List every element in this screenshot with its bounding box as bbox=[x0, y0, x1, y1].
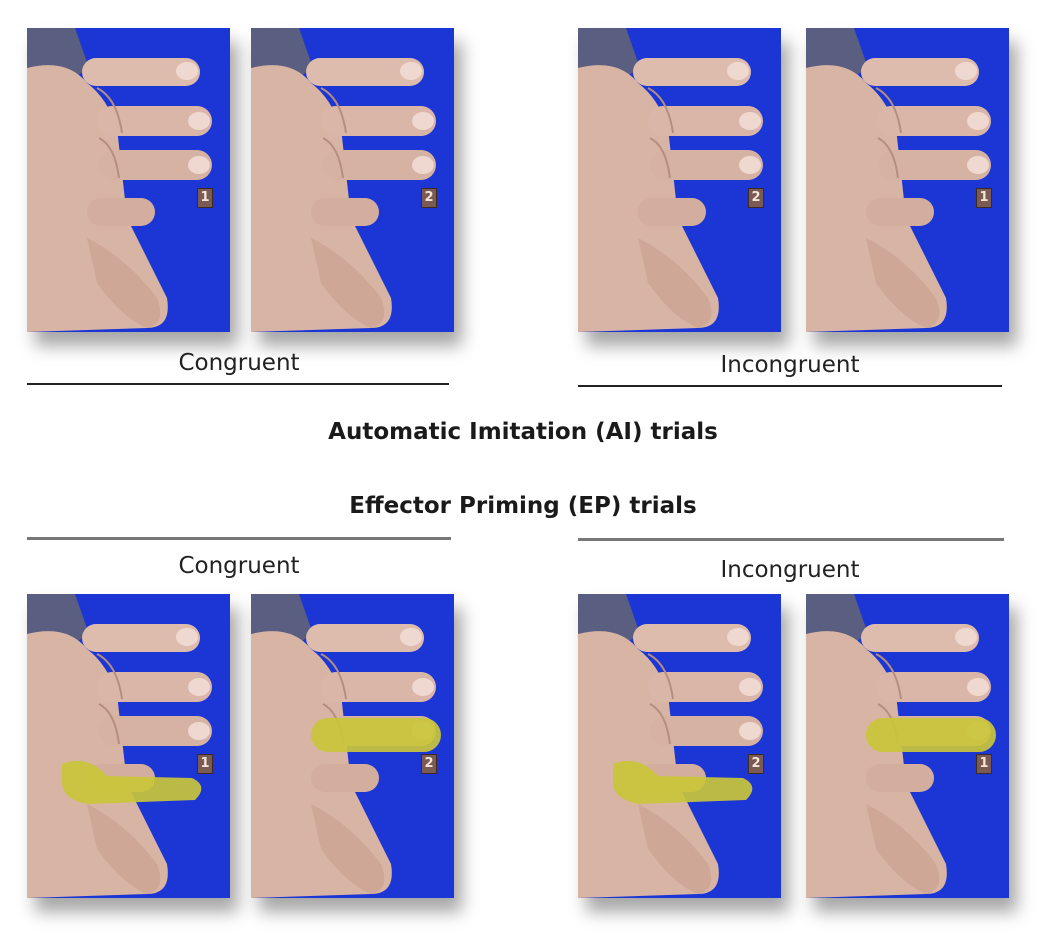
ai-heading: Automatic Imitation (AI) trials bbox=[0, 419, 1046, 445]
ep-congruent-panel-2: 2 bbox=[251, 594, 454, 898]
ep-incongruent-label: Incongruent bbox=[578, 557, 1002, 583]
ai-incongruent-rule bbox=[578, 385, 1002, 387]
hand-image bbox=[806, 594, 1009, 898]
ep-congruent-panel-1: 1 bbox=[27, 594, 230, 898]
hand-image bbox=[251, 28, 454, 332]
response-number-badge: 2 bbox=[748, 754, 764, 774]
ep-incongruent-panel-1: 2 bbox=[578, 594, 781, 898]
hand-image bbox=[27, 28, 230, 332]
ep-incongruent-rule bbox=[578, 538, 1004, 541]
ai-incongruent-panel-2: 1 bbox=[806, 28, 1009, 332]
ep-congruent-rule bbox=[27, 537, 451, 540]
hand-image bbox=[806, 28, 1009, 332]
response-number-badge: 1 bbox=[976, 188, 992, 208]
ep-congruent-label: Congruent bbox=[27, 553, 451, 579]
hand-image bbox=[27, 594, 230, 898]
response-number-badge: 1 bbox=[976, 754, 992, 774]
hand-image bbox=[578, 594, 781, 898]
ai-incongruent-label: Incongruent bbox=[578, 352, 1002, 378]
ai-congruent-label: Congruent bbox=[27, 350, 451, 376]
response-number-badge: 1 bbox=[197, 754, 213, 774]
response-number-badge: 2 bbox=[748, 188, 764, 208]
response-number-badge: 2 bbox=[421, 188, 437, 208]
hand-image bbox=[578, 28, 781, 332]
response-number-badge: 1 bbox=[197, 188, 213, 208]
ep-incongruent-panel-2: 1 bbox=[806, 594, 1009, 898]
ai-incongruent-panel-1: 2 bbox=[578, 28, 781, 332]
response-number-badge: 2 bbox=[421, 754, 437, 774]
ai-congruent-panel-1: 1 bbox=[27, 28, 230, 332]
hand-image bbox=[251, 594, 454, 898]
ai-congruent-rule bbox=[27, 383, 449, 385]
ep-heading: Effector Priming (EP) trials bbox=[0, 493, 1046, 519]
ai-congruent-panel-2: 2 bbox=[251, 28, 454, 332]
